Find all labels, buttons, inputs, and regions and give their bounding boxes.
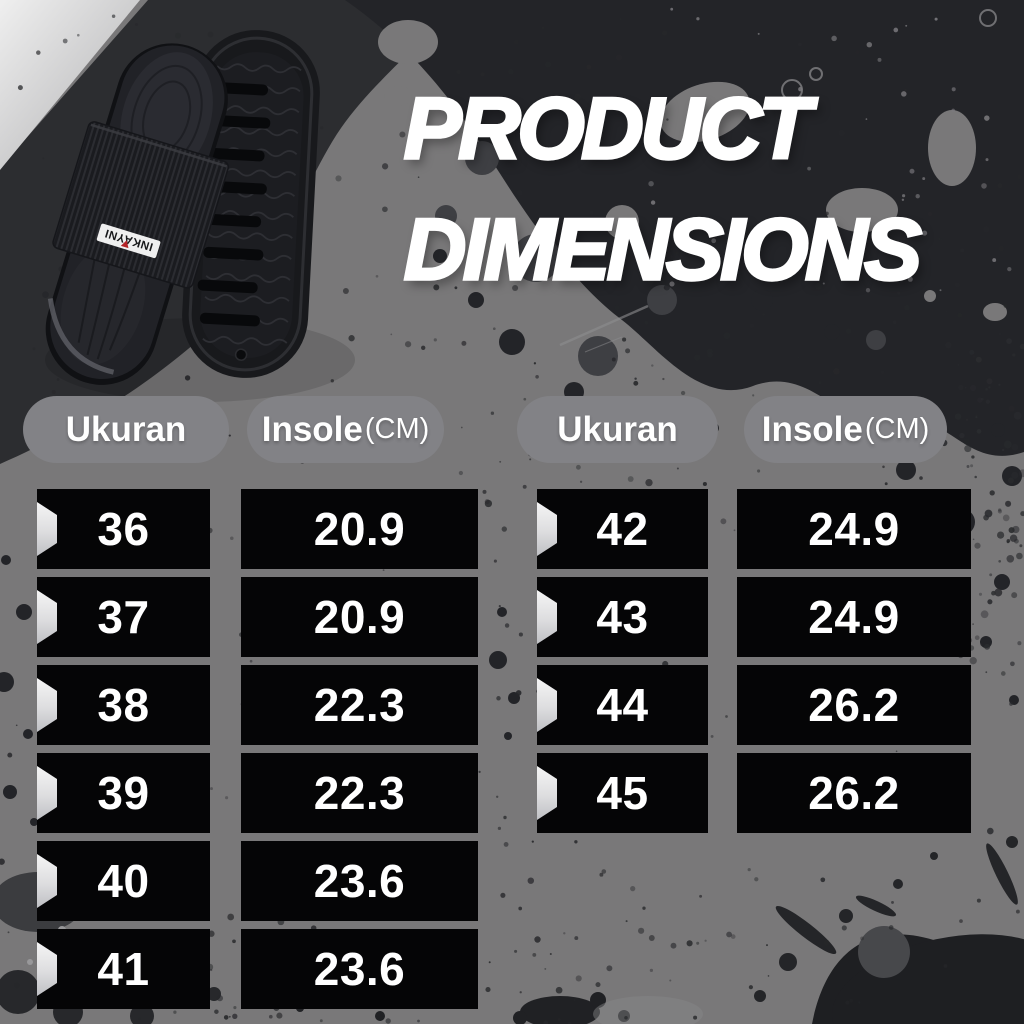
insole-value: 26.2 (808, 679, 900, 731)
insole-value: 22.3 (313, 767, 406, 819)
size-value: 45 (596, 767, 649, 819)
size-cell: 41 (37, 929, 210, 1009)
corner-highlight (0, 0, 140, 170)
size-row: 37 20.9 (0, 577, 1024, 657)
size-value: 44 (596, 679, 649, 731)
sole-tread-waves (202, 63, 302, 346)
ribbon-notch-icon (37, 678, 57, 732)
insole-header-unit: (CM) (364, 413, 430, 445)
insole-value: 23.6 (313, 943, 406, 995)
size-column-header-left: Ukuran (23, 396, 229, 463)
size-cell: 43 (537, 577, 708, 657)
insole-cell: 26.2 (737, 665, 971, 745)
size-cell: 40 (37, 841, 210, 921)
ribbon-notch-icon (37, 502, 57, 556)
size-row: 45 26.2 (0, 753, 1024, 833)
brand-red-mark (120, 240, 129, 249)
insole-value: 20.9 (313, 591, 406, 643)
ribbon-notch-icon (537, 766, 557, 820)
sandal-sole (182, 30, 320, 378)
size-value: 42 (596, 503, 649, 555)
size-cell: 42 (537, 489, 708, 569)
insole-value: 26.2 (808, 767, 900, 819)
ribbon-notch-icon (537, 590, 557, 644)
insole-column-header-left: Insole (CM) (247, 396, 444, 463)
size-cell: 36 (37, 489, 210, 569)
size-header-label: Ukuran (557, 409, 678, 449)
insole-cell: 26.2 (737, 753, 971, 833)
insole-cell: 20.9 (241, 577, 478, 657)
size-cell: 37 (37, 577, 210, 657)
size-row: 44 26.2 (0, 665, 1024, 745)
ribbon-notch-icon (37, 766, 57, 820)
size-value: 36 (97, 503, 150, 555)
insole-column-header-right: Insole (CM) (744, 396, 947, 463)
size-value: 37 (97, 591, 150, 643)
insole-value: 24.9 (808, 591, 900, 643)
title-line-2: DIMENSIONS (402, 202, 923, 298)
size-row: 41 23.6 (0, 929, 1024, 1009)
size-cell: 45 (537, 753, 708, 833)
size-value: 41 (97, 943, 150, 995)
size-value: 43 (596, 591, 649, 643)
insole-value: 22.3 (313, 679, 406, 731)
insole-value: 20.9 (313, 503, 406, 555)
sandal-slide: INKAYNI (45, 43, 230, 385)
insole-cell: 23.6 (241, 929, 478, 1009)
ribbon-notch-icon (37, 854, 57, 908)
ribbon-notch-icon (37, 590, 57, 644)
insole-header-label: Insole (261, 409, 363, 449)
size-value: 38 (97, 679, 150, 731)
insole-cell: 22.3 (241, 665, 478, 745)
size-row: 40 23.6 (0, 841, 1024, 921)
size-value: 40 (97, 855, 150, 907)
insole-cell: 23.6 (241, 841, 478, 921)
product-photo: INKAYNI (45, 30, 355, 402)
size-cell: 44 (537, 665, 708, 745)
ink-splat-top (345, 0, 1024, 456)
insole-cell: 24.9 (737, 577, 971, 657)
insole-cell: 20.9 (241, 489, 478, 569)
size-row: 39 22.3 (0, 753, 1024, 833)
insole-value: 24.9 (808, 503, 900, 555)
title-line-1: PRODUCT (402, 81, 813, 177)
size-cell: 39 (37, 753, 210, 833)
size-column-header-right: Ukuran (517, 396, 718, 463)
ribbon-notch-icon (37, 942, 57, 996)
size-value: 39 (97, 767, 150, 819)
ribbon-notch-icon (537, 502, 557, 556)
size-row: 38 22.3 (0, 665, 1024, 745)
insole-header-label: Insole (761, 409, 863, 449)
insole-header-unit: (CM) (864, 413, 930, 445)
size-cell: 38 (37, 665, 210, 745)
insole-cell: 24.9 (737, 489, 971, 569)
insole-cell: 22.3 (241, 753, 478, 833)
size-row: 43 24.9 (0, 577, 1024, 657)
ribbon-notch-icon (537, 678, 557, 732)
size-row: 42 24.9 (0, 489, 1024, 569)
size-row: 36 20.9 (0, 489, 1024, 569)
insole-value: 23.6 (313, 855, 406, 907)
size-header-label: Ukuran (65, 409, 187, 449)
